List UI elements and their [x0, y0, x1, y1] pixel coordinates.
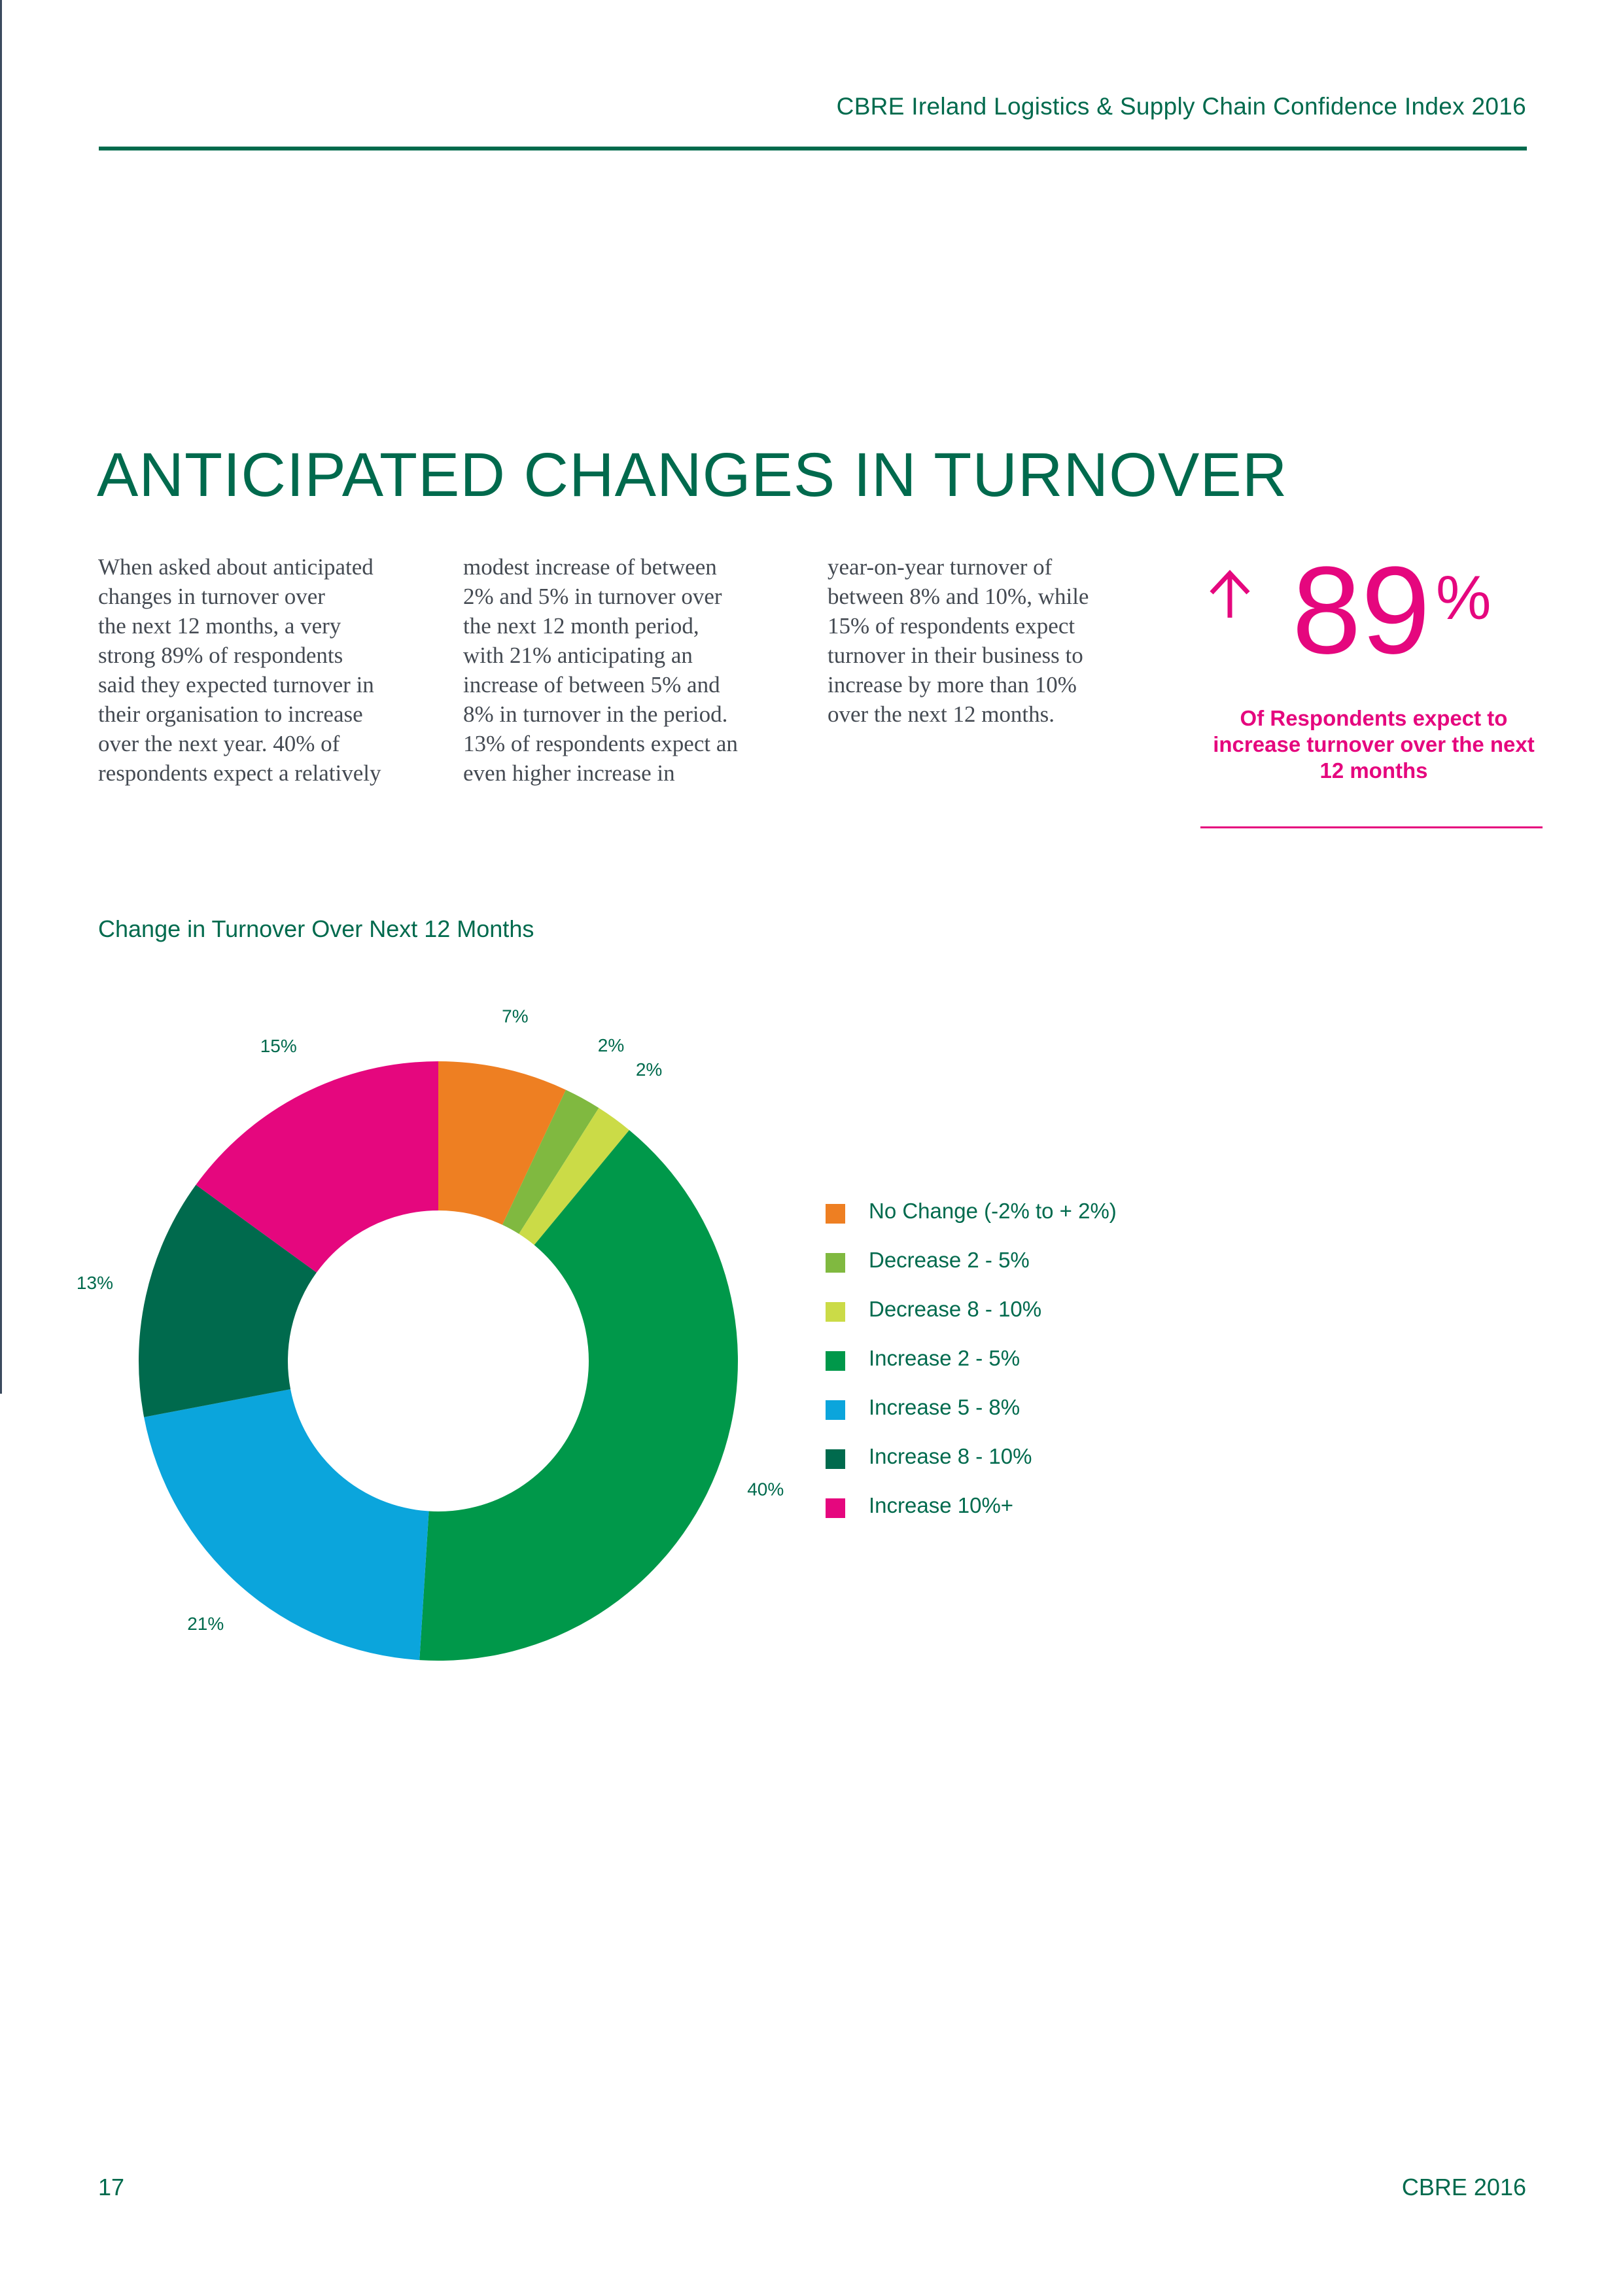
body-line: respondents expect a relatively [98, 760, 381, 786]
legend-label: Decrease 2 - 5% [869, 1248, 1030, 1272]
body-line: increase of between 5% and [463, 672, 720, 698]
header-title: CBRE Ireland Logistics & Supply Chain Co… [836, 93, 1526, 120]
callout-value: 89 [1292, 541, 1431, 680]
legend-label: Increase 8 - 10% [869, 1444, 1032, 1468]
legend-label: Increase 10%+ [869, 1493, 1014, 1517]
body-column-2: modest increase of between 2% and 5% in … [463, 552, 803, 788]
slice-data-label: 21% [187, 1614, 224, 1634]
body-line: the next 12 months, a very [98, 613, 341, 639]
body-line: over the next year. 40% of [98, 731, 340, 756]
donut-slice [502, 1089, 599, 1234]
body-line: over the next 12 months. [828, 701, 1055, 727]
legend-swatch [826, 1351, 845, 1371]
callout-unit: % [1436, 563, 1492, 633]
legend-swatch [826, 1449, 845, 1469]
body-line: turnover in their business to [828, 643, 1083, 668]
footer-brand: CBRE 2016 [1401, 2174, 1526, 2200]
legend-label: No Change (-2% to + 2%) [869, 1199, 1117, 1223]
body-line: the next 12 month period, [463, 613, 699, 639]
donut-slice [419, 1130, 738, 1661]
body-line: between 8% and 10%, while [828, 584, 1089, 609]
donut-slice [438, 1061, 567, 1225]
body-line: changes in turnover over [98, 584, 325, 609]
page-number: 17 [98, 2174, 125, 2200]
slice-data-label: 15% [260, 1036, 297, 1056]
donut-slice [196, 1061, 438, 1273]
legend-swatch [826, 1253, 845, 1273]
donut-slice [138, 1184, 317, 1417]
slice-data-label: 13% [77, 1273, 113, 1293]
body-line: increase by more than 10% [828, 672, 1077, 698]
chart-title: Change in Turnover Over Next 12 Months [98, 915, 534, 942]
slice-data-label: 2% [598, 1035, 624, 1055]
legend-label: Decrease 8 - 10% [869, 1297, 1042, 1321]
donut-slice [144, 1389, 429, 1661]
body-line: 8% in turnover in the period. [463, 701, 728, 727]
body-line: said they expected turnover in [98, 672, 374, 698]
slice-data-label: 2% [636, 1059, 662, 1080]
body-line: their organisation to increase [98, 701, 363, 727]
legend-swatch [826, 1400, 845, 1420]
legend-swatch [826, 1302, 845, 1322]
callout-divider [1200, 826, 1543, 828]
arrow-up-icon [1210, 569, 1250, 618]
slice-data-label: 7% [502, 1006, 528, 1026]
body-line: even higher increase in [463, 760, 675, 786]
body-line: modest increase of between [463, 554, 717, 580]
slice-data-label: 40% [747, 1479, 784, 1499]
body-column-3: year-on-year turnover of between 8% and … [828, 552, 1168, 729]
body-line: with 21% anticipating an [463, 643, 693, 668]
body-line: 2% and 5% in turnover over [463, 584, 722, 609]
header-divider [99, 147, 1527, 150]
legend-swatch [826, 1204, 845, 1224]
section-title: ANTICIPATED CHANGES IN TURNOVER [97, 440, 1288, 510]
body-column-1: When asked about anticipated changes in … [98, 552, 438, 788]
legend-label: Increase 5 - 8% [869, 1395, 1021, 1419]
body-line: 13% of respondents expect an [463, 731, 738, 756]
body-line: strong 89% of respondents [98, 643, 343, 668]
legend-swatch [826, 1498, 845, 1518]
legend-label: Increase 2 - 5% [869, 1346, 1021, 1370]
body-line: 15% of respondents expect [828, 613, 1075, 639]
callout-text: Of Respondents expect to increase turnov… [1213, 706, 1535, 783]
donut-slice [519, 1108, 629, 1245]
page-edge-line [0, 0, 2, 1394]
body-line: year-on-year turnover of [828, 554, 1053, 580]
body-line: When asked about anticipated [98, 554, 374, 580]
